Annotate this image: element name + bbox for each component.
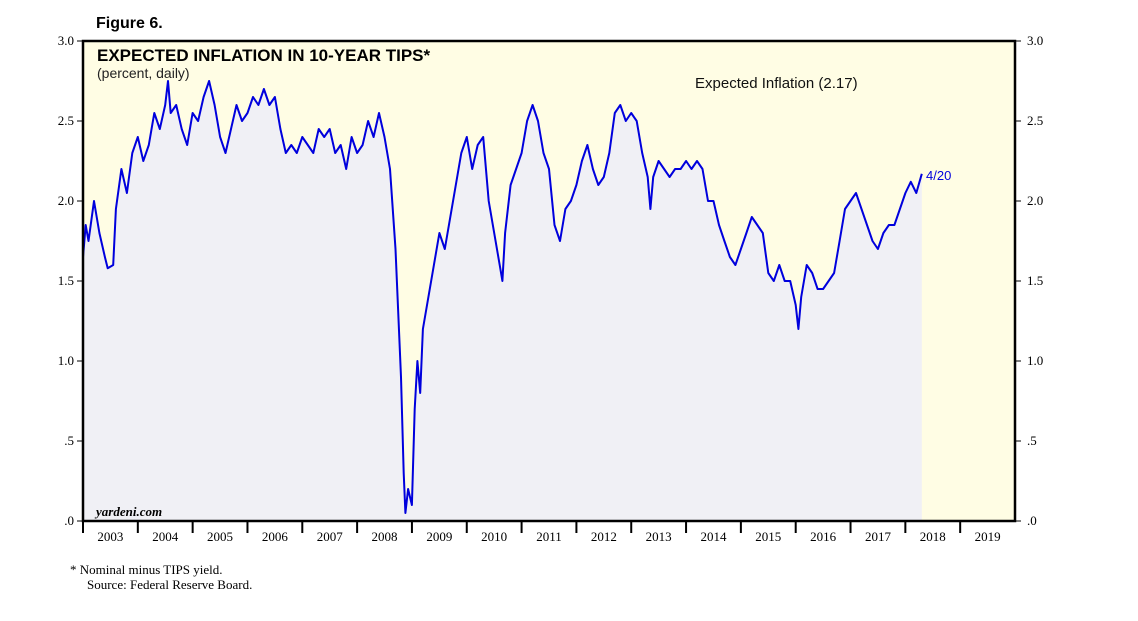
x-tick-label: 2004 — [152, 529, 179, 544]
figure-label: Figure 6. — [96, 15, 163, 32]
x-tick-label: 2015 — [755, 529, 781, 544]
x-tick-label: 2009 — [426, 529, 452, 544]
x-tick-label: 2013 — [646, 529, 672, 544]
x-tick-label: 2017 — [865, 529, 892, 544]
x-tick-label: 2010 — [481, 529, 507, 544]
y-tick-label: 3.0 — [58, 33, 74, 48]
y2-tick-label: 1.0 — [1027, 353, 1043, 368]
y2-tick-label: .0 — [1027, 513, 1037, 528]
area — [83, 81, 922, 521]
x-tick-label: 2008 — [372, 529, 398, 544]
line — [82, 80, 923, 514]
y2-tick-label: .5 — [1027, 433, 1037, 448]
y-tick-label: .5 — [64, 433, 74, 448]
footnote: * Nominal minus TIPS yield. — [70, 562, 223, 577]
end-label: 4/20 — [926, 168, 951, 183]
marks — [82, 80, 923, 521]
chart-subtitle: (percent, daily) — [97, 65, 190, 81]
y2-tick-label: 2.5 — [1027, 113, 1043, 128]
x-tick-label: 2007 — [317, 529, 344, 544]
y2-tick-label: 3.0 — [1027, 33, 1043, 48]
x-tick-label: 2014 — [700, 529, 727, 544]
y-tick-label: 1.5 — [58, 273, 74, 288]
x-tick-label: 2011 — [536, 529, 562, 544]
x-tick-label: 2018 — [920, 529, 946, 544]
y2-tick-label: 2.0 — [1027, 193, 1043, 208]
x-tick-label: 2003 — [97, 529, 123, 544]
y-tick-label: 2.5 — [58, 113, 74, 128]
x-tick-label: 2019 — [975, 529, 1001, 544]
x-tick-label: 2016 — [810, 529, 837, 544]
legend-label: Expected Inflation (2.17) — [695, 75, 858, 92]
y2-tick-label: 1.5 — [1027, 273, 1043, 288]
y-tick-label: 2.0 — [58, 193, 74, 208]
source: Source: Federal Reserve Board. — [87, 577, 252, 592]
watermark: yardeni.com — [94, 504, 162, 519]
y-tick-label: .0 — [64, 513, 74, 528]
x-tick-label: 2012 — [591, 529, 617, 544]
x-tick-label: 2005 — [207, 529, 233, 544]
y-tick-label: 1.0 — [58, 353, 74, 368]
chart-title: EXPECTED INFLATION IN 10-YEAR TIPS* — [97, 46, 431, 65]
x-tick-label: 2006 — [262, 529, 289, 544]
